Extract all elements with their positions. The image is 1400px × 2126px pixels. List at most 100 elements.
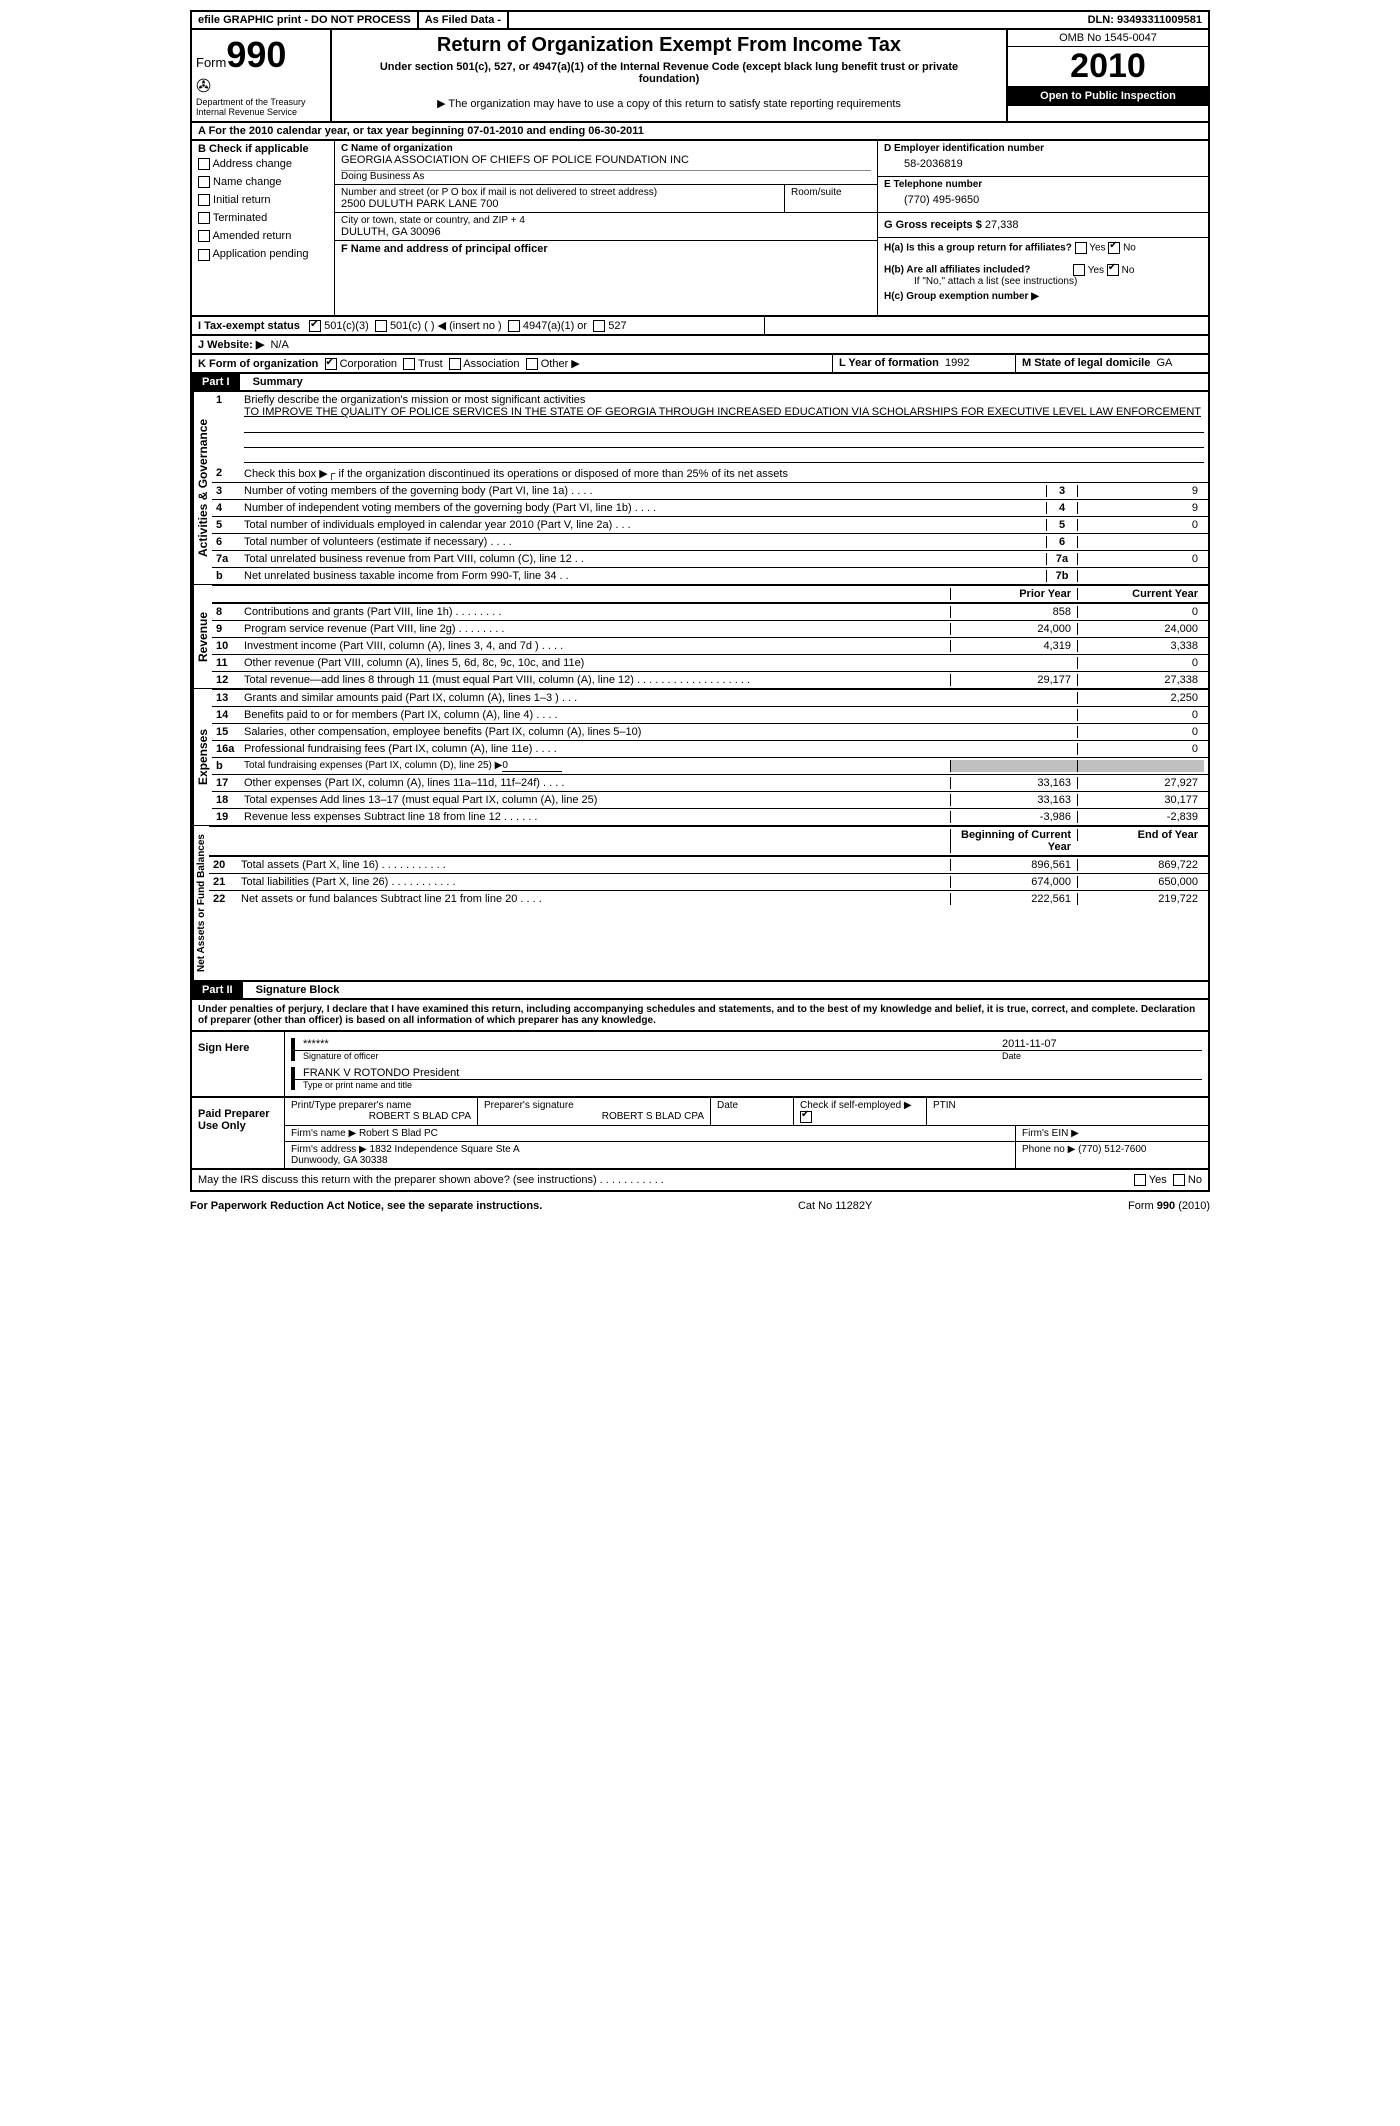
form-label: Form	[196, 55, 226, 70]
governance-label: Activities & Governance	[192, 392, 212, 584]
firm-phone: Phone no ▶ (770) 512-7600	[1015, 1142, 1208, 1168]
self-employed: Check if self-employed ▶	[793, 1098, 926, 1125]
netassets-section: Net Assets or Fund Balances Beginning of…	[190, 825, 1210, 982]
efile-notice: efile GRAPHIC print - DO NOT PROCESS	[192, 12, 419, 28]
data-row: 10Investment income (Part VIII, column (…	[212, 637, 1208, 654]
e-label: E Telephone number	[884, 179, 1202, 190]
officer-name-label: Type or print name and title	[291, 1080, 1202, 1090]
data-row: 22Net assets or fund balances Subtract l…	[209, 890, 1208, 907]
b-checkbox-item: Name change	[198, 173, 328, 191]
preparer-name: ROBERT S BLAD CPA	[291, 1111, 471, 1122]
c-name-label: C Name of organization	[341, 143, 871, 154]
b-checkbox-item: Amended return	[198, 227, 328, 245]
m-line: M State of legal domicile GA	[1015, 355, 1208, 372]
beginning-year-head: Beginning of Current Year	[950, 829, 1077, 853]
footer-right: Form 990 (2010)	[1128, 1200, 1210, 1212]
preparer-sig-label: Preparer's signature	[484, 1100, 704, 1111]
sig-officer-label: Signature of officer	[291, 1051, 1002, 1061]
perjury-text: Under penalties of perjury, I declare th…	[190, 1000, 1210, 1032]
data-row: 8Contributions and grants (Part VIII, li…	[212, 603, 1208, 620]
prior-year-head: Prior Year	[950, 588, 1077, 600]
data-row: 19Revenue less expenses Subtract line 18…	[212, 808, 1208, 825]
city-label: City or town, state or country, and ZIP …	[341, 215, 871, 226]
mission-text: TO IMPROVE THE QUALITY OF POLICE SERVICE…	[244, 406, 1201, 418]
current-year-head: Current Year	[1077, 588, 1204, 600]
end-year-head: End of Year	[1077, 829, 1204, 841]
preparer-sig-name: ROBERT S BLAD CPA	[484, 1111, 704, 1122]
data-row: 15Salaries, other compensation, employee…	[212, 723, 1208, 740]
sign-date-label: Date	[1002, 1051, 1202, 1061]
data-row: 16aProfessional fundraising fees (Part I…	[212, 740, 1208, 757]
line2-text: Check this box ▶┌ if the organization di…	[244, 467, 1204, 480]
open-inspection: Open to Public Inspection	[1008, 86, 1208, 106]
firm-addr-row: Firm's address ▶ 1832 Independence Squar…	[285, 1142, 1015, 1168]
d-label: D Employer identification number	[884, 143, 1202, 154]
governance-section: Activities & Governance 1 Briefly descri…	[190, 392, 1210, 584]
sign-here-block: Sign Here ****** Signature of officer 20…	[190, 1032, 1210, 1098]
data-row: 9Program service revenue (Part VIII, lin…	[212, 620, 1208, 637]
revenue-section: Revenue Prior Year Current Year 8Contrib…	[190, 584, 1210, 688]
paid-preparer-block: Paid Preparer Use Only Print/Type prepar…	[190, 1098, 1210, 1170]
expenses-label: Expenses	[192, 689, 212, 825]
data-row: 13Grants and similar amounts paid (Part …	[212, 689, 1208, 706]
header-block-bcdefgh: B Check if applicable Address change Nam…	[190, 141, 1210, 317]
dba-label: Doing Business As	[341, 170, 871, 182]
firm-name-row: Firm's name ▶ Robert S Blad PC	[285, 1126, 1015, 1141]
hb-line: H(b) Are all affiliates included? Yes No	[884, 254, 1202, 276]
g-label: G Gross receipts $	[884, 219, 982, 231]
firm-ein-label: Firm's EIN ▶	[1015, 1126, 1208, 1141]
form-header: Form990 ✇ Department of the Treasury Int…	[190, 30, 1210, 123]
f-label: F Name and address of principal officer	[341, 243, 871, 255]
as-filed: As Filed Data -	[419, 12, 509, 28]
discuss-line: May the IRS discuss this return with the…	[190, 1170, 1210, 1192]
data-row: 17Other expenses (Part IX, column (A), l…	[212, 774, 1208, 791]
ha-line: H(a) Is this a group return for affiliat…	[884, 242, 1202, 254]
phone-value: (770) 495-9650	[884, 190, 1202, 210]
dln: DLN: 93493311009581	[1082, 12, 1208, 28]
dept-label: Department of the Treasury Internal Reve…	[196, 97, 326, 117]
omb-number: OMB No 1545-0047	[1008, 30, 1208, 47]
part1-header: Part I Summary	[190, 374, 1210, 392]
gov-row: 3Number of voting members of the governi…	[212, 482, 1208, 499]
b-label: B Check if applicable	[198, 143, 328, 155]
form-title: Return of Organization Exempt From Incom…	[336, 34, 1002, 57]
i-line: I Tax-exempt status 501(c)(3) 501(c) ( )…	[192, 317, 765, 334]
hb-note: If "No," attach a list (see instructions…	[884, 276, 1202, 287]
data-row: 20Total assets (Part X, line 16) . . . .…	[209, 856, 1208, 873]
mission-label: Briefly describe the organization's miss…	[244, 394, 585, 406]
footer-left: For Paperwork Reduction Act Notice, see …	[190, 1200, 542, 1212]
expenses-section: Expenses 13Grants and similar amounts pa…	[190, 688, 1210, 825]
j-line: J Website: ▶ N/A	[192, 336, 295, 353]
footer-mid: Cat No 11282Y	[798, 1200, 872, 1212]
ein-value: 58-2036819	[884, 154, 1202, 174]
room-label: Room/suite	[784, 185, 877, 212]
prep-date-label: Date	[710, 1098, 793, 1125]
data-row: 18Total expenses Add lines 13–17 (must e…	[212, 791, 1208, 808]
form-note: ▶ The organization may have to use a cop…	[336, 89, 1002, 110]
gov-row: 5Total number of individuals employed in…	[212, 516, 1208, 533]
gov-row: 4Number of independent voting members of…	[212, 499, 1208, 516]
form-subtitle: Under section 501(c), 527, or 4947(a)(1)…	[336, 57, 1002, 89]
data-row: 21Total liabilities (Part X, line 26) . …	[209, 873, 1208, 890]
data-row: 14Benefits paid to or for members (Part …	[212, 706, 1208, 723]
b-checkbox-item: Application pending	[198, 245, 328, 263]
data-row: 12Total revenue—add lines 8 through 11 (…	[212, 671, 1208, 688]
gov-row: 6Total number of volunteers (estimate if…	[212, 533, 1208, 550]
org-name: GEORGIA ASSOCIATION OF CHIEFS OF POLICE …	[341, 154, 871, 166]
netassets-label: Net Assets or Fund Balances	[192, 826, 209, 980]
b-checkbox-item: Initial return	[198, 191, 328, 209]
page-footer: For Paperwork Reduction Act Notice, see …	[190, 1192, 1210, 1212]
officer-name: FRANK V ROTONDO President	[291, 1067, 1202, 1080]
b-checkbox-item: Address change	[198, 155, 328, 173]
form-990-page: efile GRAPHIC print - DO NOT PROCESS As …	[190, 10, 1210, 1212]
signature-redacted: ******	[291, 1038, 1002, 1051]
l-line: L Year of formation 1992	[832, 355, 1015, 372]
data-row: 11Other revenue (Part VIII, column (A), …	[212, 654, 1208, 671]
hc-line: H(c) Group exemption number ▶	[884, 287, 1202, 302]
data-row: bTotal fundraising expenses (Part IX, co…	[212, 757, 1208, 774]
paid-label: Paid Preparer Use Only	[192, 1098, 285, 1168]
k-line: K Form of organization Corporation Trust…	[192, 355, 832, 372]
ptin-label: PTIN	[926, 1098, 1208, 1125]
part2-header: Part II Signature Block	[190, 982, 1210, 1000]
gov-row: 7aTotal unrelated business revenue from …	[212, 550, 1208, 567]
